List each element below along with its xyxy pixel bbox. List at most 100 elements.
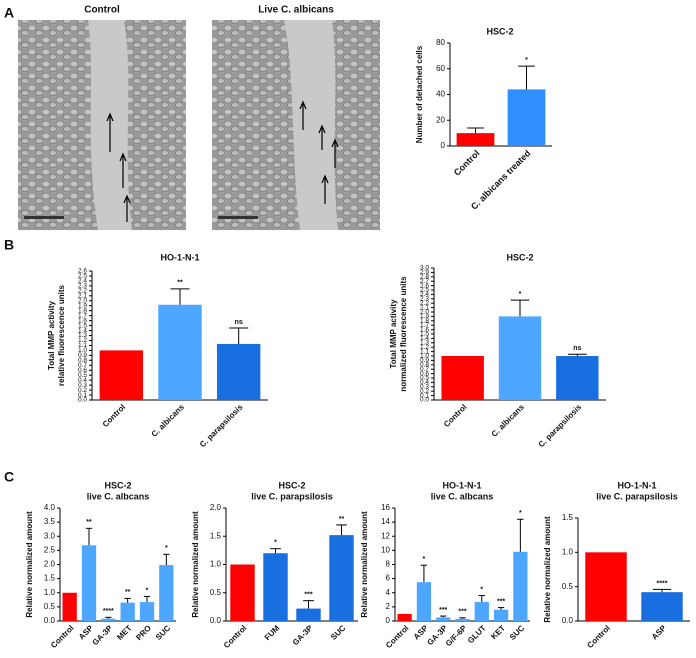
chart-title: HSC-2 [506, 252, 533, 262]
significance-label: * [165, 545, 168, 552]
y-tick-label: 0.7 [78, 362, 87, 369]
panel-label: A [4, 5, 14, 21]
significance-label: *** [497, 598, 505, 605]
x-tick-label: C. albicans [150, 402, 187, 439]
bar [263, 553, 288, 621]
x-tick-label: C. parapsilosis [198, 402, 245, 449]
y-tick-label: 3.0 [420, 265, 429, 272]
y-tick-label: 1.9 [78, 302, 87, 309]
y-tick-label: 1.1 [78, 342, 87, 349]
y-tick-label: 2.3 [78, 283, 87, 290]
y-tick-label: 0.2 [78, 387, 87, 394]
y-tick-label: 1.0 [44, 588, 56, 597]
chart-title: HO-1-N-1 [160, 252, 199, 262]
bar [513, 551, 528, 621]
y-tick-label: 14 [381, 517, 390, 526]
y-tick-label: 3.0 [44, 531, 56, 540]
bar [329, 535, 354, 621]
y-axis-label: Total MMP activity [389, 299, 398, 369]
significance-label: **** [657, 580, 668, 587]
y-tick-label: 1.5 [44, 574, 56, 583]
bar [81, 545, 97, 621]
y-tick-label: 2.7 [420, 278, 429, 285]
y-tick-label: 1.6 [420, 326, 429, 333]
y-tick-label: 2.2 [420, 300, 429, 307]
chart-title: HSC-2 [104, 480, 131, 490]
bar [436, 617, 451, 621]
y-tick-label: 1.5 [78, 322, 87, 329]
y-tick-label: 60 [436, 64, 445, 73]
bar [585, 552, 627, 621]
y-tick-label: 1.9 [420, 313, 429, 320]
y-tick-label: 2.9 [420, 269, 429, 276]
significance-label: * [423, 556, 426, 563]
x-tick-label: Control [222, 624, 248, 650]
y-tick-label: 2.0 [44, 560, 56, 569]
y-tick-label: 0.0 [44, 616, 56, 625]
x-tick-label: Control [49, 624, 75, 650]
y-tick-label: 20 [436, 115, 445, 124]
x-tick-label: GA-3P [291, 623, 315, 647]
bar [474, 601, 489, 621]
chart-title: HSC-2 [486, 26, 513, 36]
y-tick-label: 12 [381, 531, 390, 540]
y-tick-label: 0.6 [78, 367, 87, 374]
y-axis-label: Relative normalized amount [543, 516, 552, 623]
x-tick-label: Control [101, 403, 127, 429]
y-tick-label: 1.7 [78, 312, 87, 319]
y-tick-label: 2.3 [420, 296, 429, 303]
x-tick-label: C. parapsilosis [537, 402, 584, 449]
bar [139, 602, 155, 621]
x-tick-label: Control [452, 148, 482, 178]
bar [101, 618, 116, 621]
bar [296, 608, 321, 621]
x-tick-label: SUC [154, 623, 172, 641]
y-tick-label: 1.8 [78, 307, 87, 314]
significance-label: * [480, 586, 483, 593]
panel-label: B [4, 237, 14, 253]
chart-title: HO-1-N-1 [617, 480, 656, 490]
y-tick-label: 1.2 [420, 344, 429, 351]
y-tick-label: 10 [381, 545, 390, 554]
x-tick-label: G/F-6P [444, 623, 469, 648]
panel-label: C [4, 469, 14, 485]
y-tick-label: 1.5 [562, 513, 574, 522]
y-tick-label: 0.9 [78, 352, 87, 359]
x-tick-label: FUM [263, 623, 282, 642]
y-tick-label: 0.5 [78, 372, 87, 379]
image-title: Control [84, 5, 120, 16]
y-tick-label: 1.8 [420, 318, 429, 325]
y-tick-label: 4 [386, 588, 391, 597]
chart-subtitle: live C. parapsilosis [251, 491, 333, 501]
y-tick-label: 0.7 [420, 366, 429, 373]
y-tick-label: 8 [386, 560, 391, 569]
significance-label: ** [177, 280, 183, 287]
y-tick-label: 0 [386, 616, 391, 625]
y-tick-label: 1.7 [420, 322, 429, 329]
y-tick-label: 0.0 [210, 616, 222, 625]
y-tick-label: 4.0 [44, 503, 56, 512]
bar [99, 350, 144, 400]
chart-subtitle: live C. albcans [431, 491, 494, 501]
bar [158, 304, 202, 400]
y-tick-label: 1.4 [78, 327, 87, 334]
significance-label: ns [573, 345, 581, 352]
chart-subtitle: live C. albcans [87, 491, 150, 501]
y-tick-label: 0.6 [420, 370, 429, 377]
y-tick-label: 80 [436, 38, 445, 47]
y-tick-label: 0.0 [420, 397, 429, 404]
significance-label: * [519, 510, 522, 517]
y-tick-label: 0.8 [78, 357, 87, 364]
y-tick-label: 2.8 [420, 274, 429, 281]
significance-label: ** [125, 589, 131, 596]
bar [441, 356, 484, 400]
y-tick-label: 0.5 [562, 582, 574, 591]
y-tick-label: 1.3 [420, 340, 429, 347]
bar [493, 609, 509, 621]
x-tick-label: SUC [508, 623, 526, 641]
bar [159, 565, 174, 621]
significance-label: ns [235, 319, 243, 326]
x-tick-label: PRO [134, 624, 153, 643]
y-tick-label: 1.2 [78, 337, 87, 344]
